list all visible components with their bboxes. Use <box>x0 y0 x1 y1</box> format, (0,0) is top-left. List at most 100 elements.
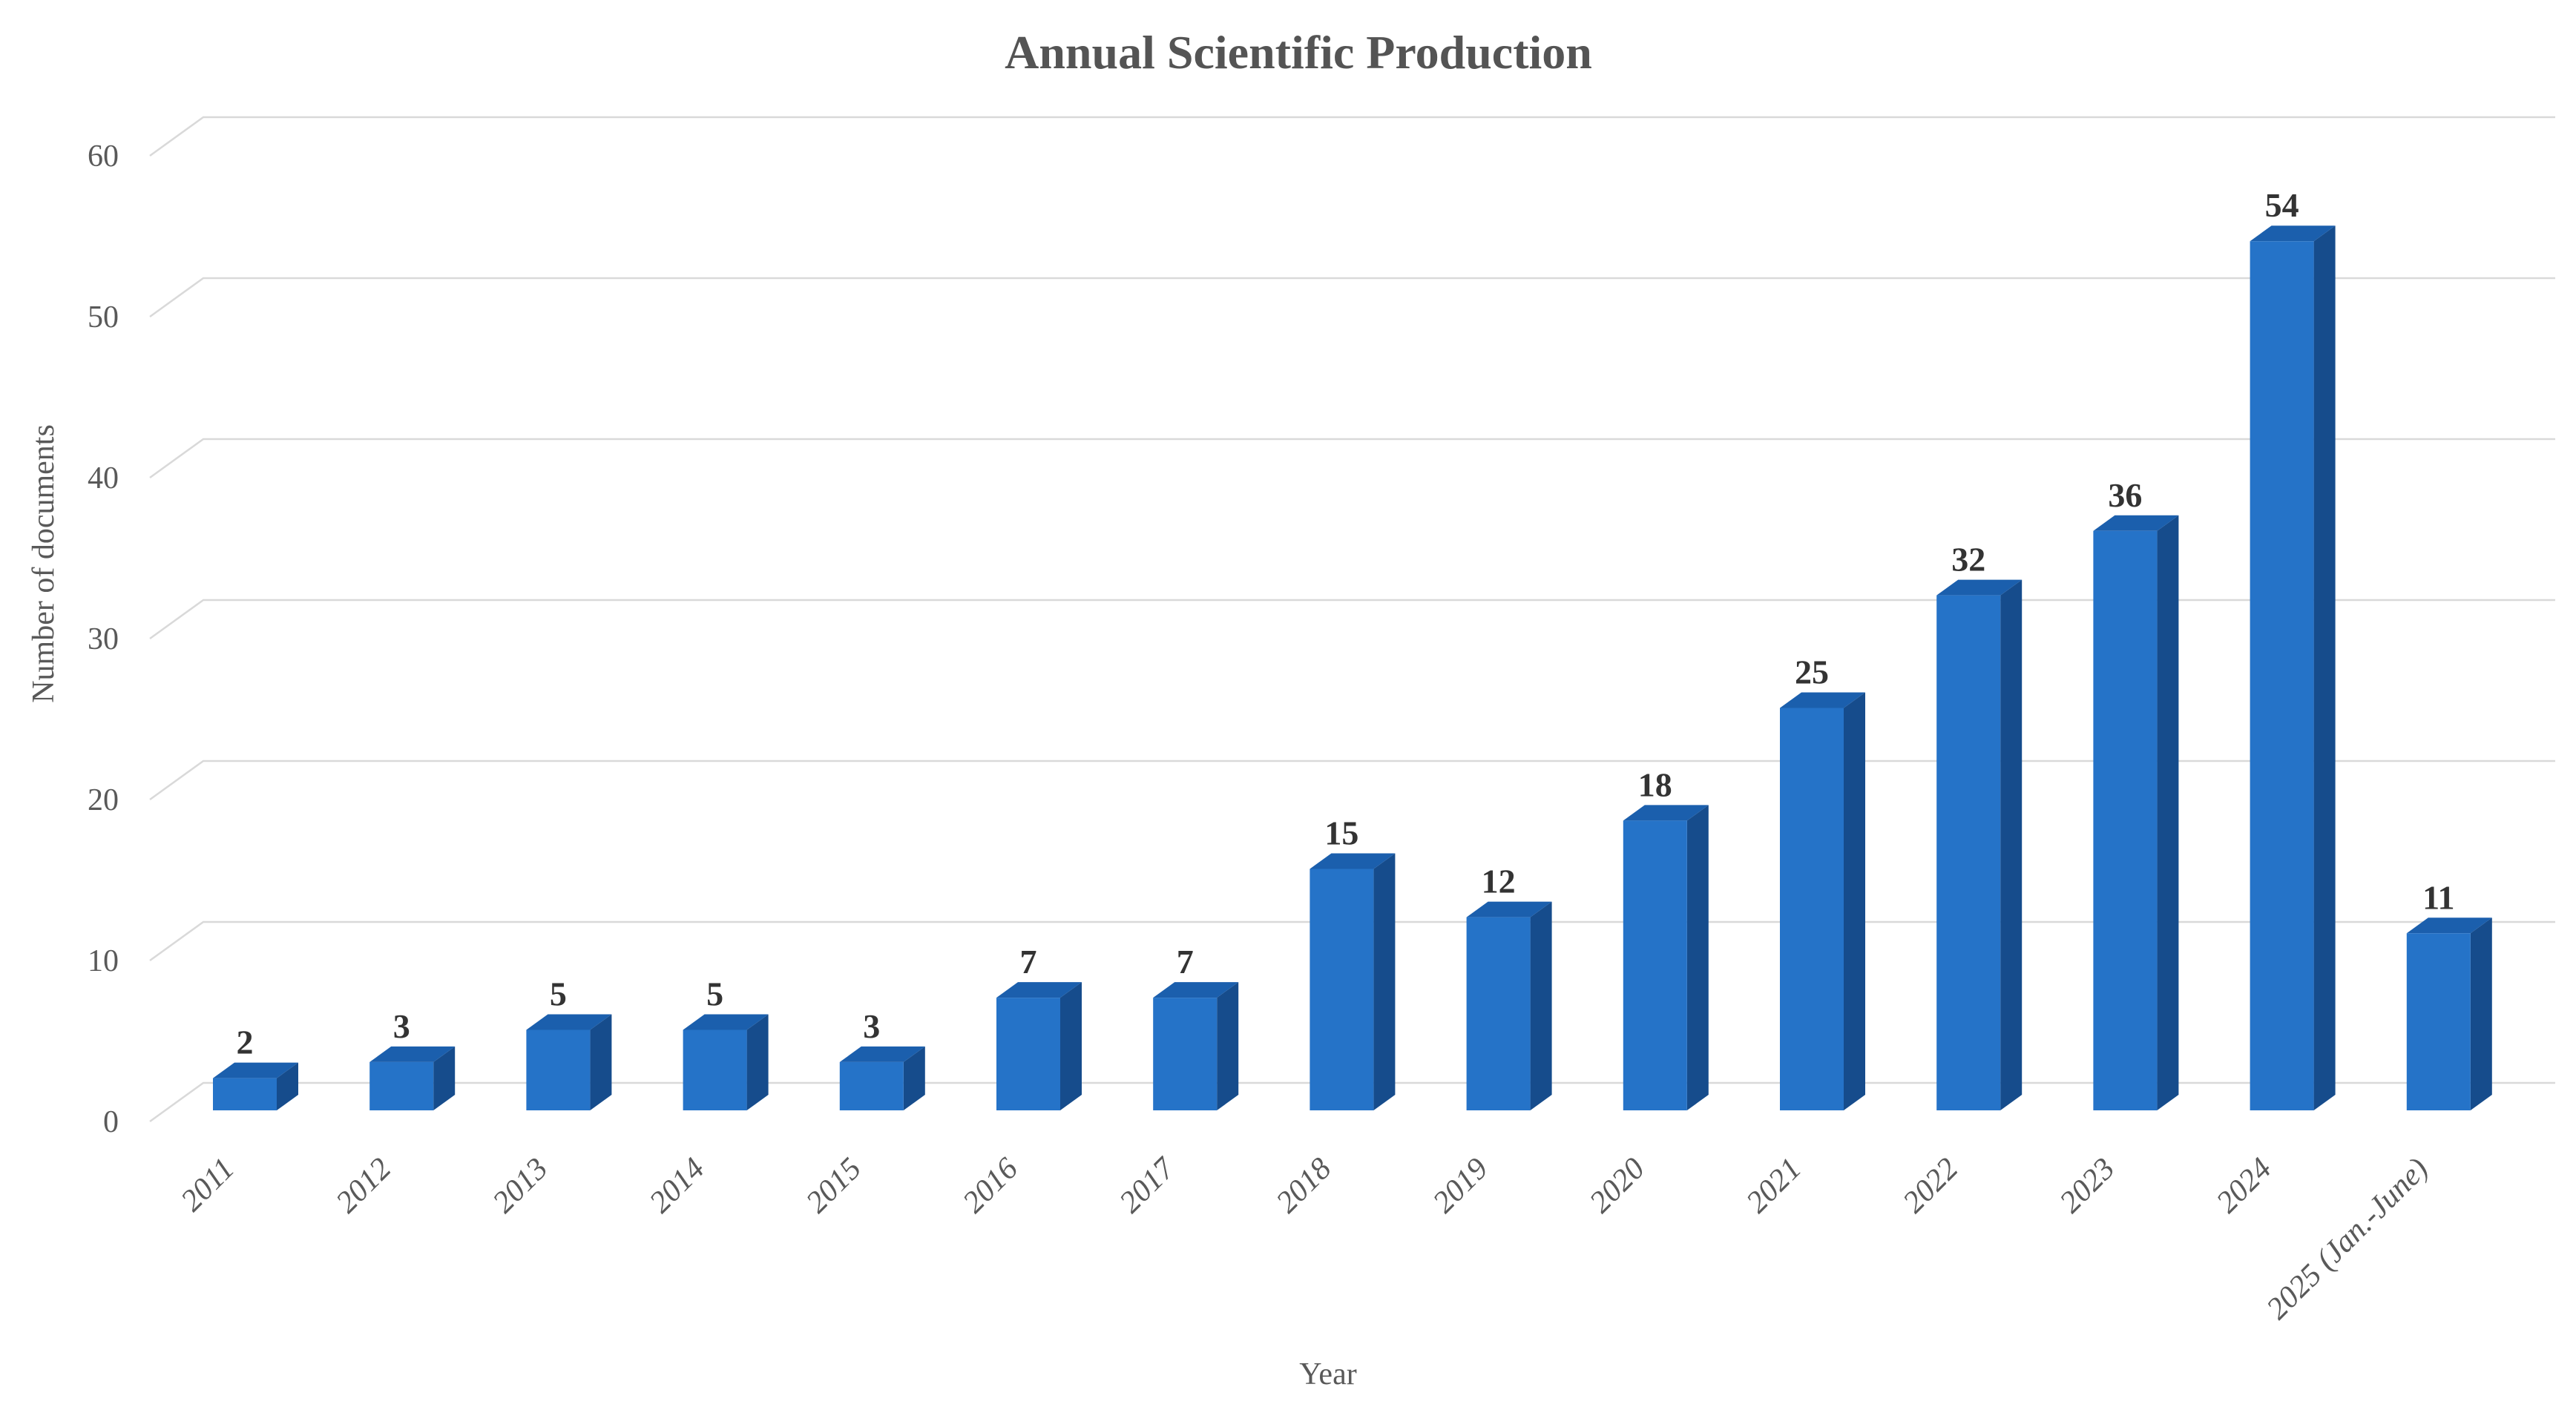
bar-series <box>213 225 2492 1111</box>
bar-front-face <box>1153 998 1218 1110</box>
x-tick-label-2024: 2024 <box>2210 1152 2278 1220</box>
x-tick-label-2016: 2016 <box>956 1152 1025 1220</box>
bar-top-face <box>1780 692 1865 708</box>
bar-front-face <box>2406 933 2471 1110</box>
y-tick-label-0: 0 <box>103 1105 119 1139</box>
gridline-0 <box>149 1081 2555 1123</box>
bar-side-face <box>590 1014 612 1110</box>
bar-2014 <box>683 1014 769 1110</box>
bar-front-face <box>1623 820 1687 1110</box>
bar-front-face <box>213 1078 277 1110</box>
gridline-40 <box>149 438 2555 479</box>
data-label-2011: 2 <box>237 1024 254 1061</box>
bar-top-face <box>2250 225 2336 242</box>
data-label-2020: 18 <box>1638 765 1672 803</box>
bar-top-face <box>1623 805 1709 821</box>
bar-front-face <box>1936 595 2001 1110</box>
y-tick-label-10: 10 <box>88 944 119 978</box>
bar-2020 <box>1623 805 1709 1110</box>
gridline-10 <box>149 920 2555 962</box>
data-label-2024: 54 <box>2265 186 2299 224</box>
data-label-2013: 5 <box>550 975 567 1013</box>
data-label-2022: 32 <box>1951 541 1985 579</box>
bar-2022 <box>1936 579 2023 1110</box>
x-tick-label-2014: 2014 <box>643 1152 712 1220</box>
y-tick-label-20: 20 <box>88 783 119 817</box>
data-label-2015: 3 <box>863 1007 880 1045</box>
bar-2017 <box>1153 982 1239 1110</box>
x-axis-title: Year <box>1299 1357 1356 1391</box>
bar-side-face <box>1686 805 1709 1110</box>
gridline-50 <box>149 277 2555 318</box>
bar-top-face <box>2093 515 2179 531</box>
data-label-2012: 3 <box>393 1007 410 1045</box>
chart-title: Annual Scientific Production <box>1005 26 1592 79</box>
bar-2013 <box>526 1014 612 1110</box>
y-axis-title: Number of documents <box>27 424 61 703</box>
x-tick-label-2017: 2017 <box>1113 1150 1182 1219</box>
bar-2019 <box>1466 901 1552 1110</box>
data-label-2016: 7 <box>1020 943 1037 981</box>
x-tick-label-2022: 2022 <box>1896 1152 1965 1220</box>
x-axis-tick-labels: 2011 2012 2013 2014 2015 2016 2017 2018 2019 2020… <box>174 1150 2435 1326</box>
bar-2012 <box>369 1046 456 1110</box>
bar-side-face <box>2157 515 2179 1110</box>
bar-front-face <box>1466 917 1531 1110</box>
bar-side-face <box>1373 853 1396 1110</box>
bar-front-face <box>1310 869 1374 1110</box>
data-label-2018: 15 <box>1324 814 1358 852</box>
bar-top-face <box>996 982 1082 998</box>
y-tick-label-30: 30 <box>88 622 119 656</box>
gridline-60 <box>149 116 2555 157</box>
gridline-20 <box>149 760 2555 801</box>
bar-2025 (Jan.-June) <box>2406 918 2492 1110</box>
bar-2024 <box>2250 225 2336 1111</box>
bar-front-face <box>369 1061 434 1110</box>
bar-top-face <box>1466 901 1552 918</box>
bar-2023 <box>2093 515 2179 1110</box>
bar-top-face <box>1153 982 1239 998</box>
x-tick-label-2013: 2013 <box>487 1152 555 1220</box>
gridline-30 <box>149 599 2555 640</box>
bar-side-face <box>1217 982 1239 1110</box>
bar-top-face <box>839 1046 925 1062</box>
bar-top-face <box>526 1014 612 1030</box>
bar-side-face <box>2313 225 2336 1111</box>
bar-side-face <box>1060 982 1082 1110</box>
bar-2011 <box>213 1062 298 1110</box>
bar-2018 <box>1310 853 1396 1110</box>
x-tick-label-2018: 2018 <box>1270 1152 1338 1220</box>
y-tick-label-40: 40 <box>88 461 119 495</box>
bar-top-face <box>369 1046 456 1062</box>
bar-front-face <box>2250 241 2314 1111</box>
y-axis-tick-labels: 0 10 20 30 40 50 60 <box>88 139 119 1139</box>
bar-side-face <box>433 1046 456 1110</box>
bar-top-face <box>213 1062 298 1078</box>
data-label-2025 (Jan.-June): 11 <box>2422 878 2454 916</box>
bar-side-face <box>746 1014 769 1110</box>
bar-top-face <box>2406 918 2492 934</box>
data-label-2023: 36 <box>2108 476 2142 514</box>
bar-side-face <box>1844 692 1865 1110</box>
bar-side-face <box>903 1046 925 1110</box>
x-tick-label-2023: 2023 <box>2054 1152 2122 1220</box>
data-label-2017: 7 <box>1177 943 1194 981</box>
bar-front-face <box>526 1030 591 1110</box>
x-tick-label-2012: 2012 <box>329 1152 398 1220</box>
data-label-2021: 25 <box>1795 653 1829 691</box>
bar-side-face <box>277 1062 298 1110</box>
bar-top-face <box>1936 579 2023 596</box>
data-label-2019: 12 <box>1482 863 1516 900</box>
bar-2021 <box>1780 692 1865 1110</box>
x-tick-label-2019: 2019 <box>1427 1152 1495 1220</box>
bar-front-face <box>1780 708 1844 1110</box>
x-tick-label-2011: 2011 <box>174 1152 241 1219</box>
y-tick-label-50: 50 <box>88 300 119 335</box>
bar-side-face <box>1530 901 1552 1110</box>
data-label-2014: 5 <box>706 975 723 1013</box>
bar-data-labels: 2 3 5 5 3 7 7 15 12 18 25 32 36 54 11 <box>237 186 2455 1061</box>
bar-front-face <box>996 998 1060 1110</box>
bar-front-face <box>683 1030 747 1110</box>
